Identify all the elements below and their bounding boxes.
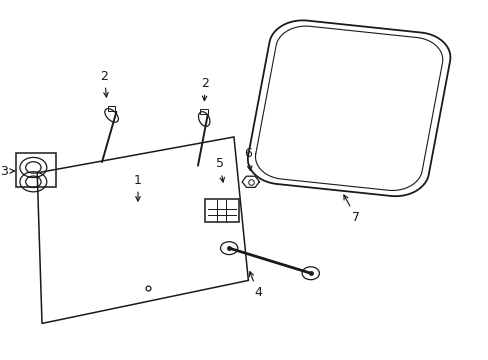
Text: 1: 1 xyxy=(134,174,142,201)
Text: 4: 4 xyxy=(249,272,262,300)
Text: 6: 6 xyxy=(244,147,252,171)
Text: 2: 2 xyxy=(100,69,108,97)
Bar xyxy=(205,199,238,222)
Bar xyxy=(107,106,115,111)
Text: 3: 3 xyxy=(0,165,14,177)
Text: 2: 2 xyxy=(201,77,209,100)
Bar xyxy=(16,153,56,187)
Bar xyxy=(200,109,207,114)
Text: 7: 7 xyxy=(343,195,360,224)
Text: 5: 5 xyxy=(215,157,224,182)
